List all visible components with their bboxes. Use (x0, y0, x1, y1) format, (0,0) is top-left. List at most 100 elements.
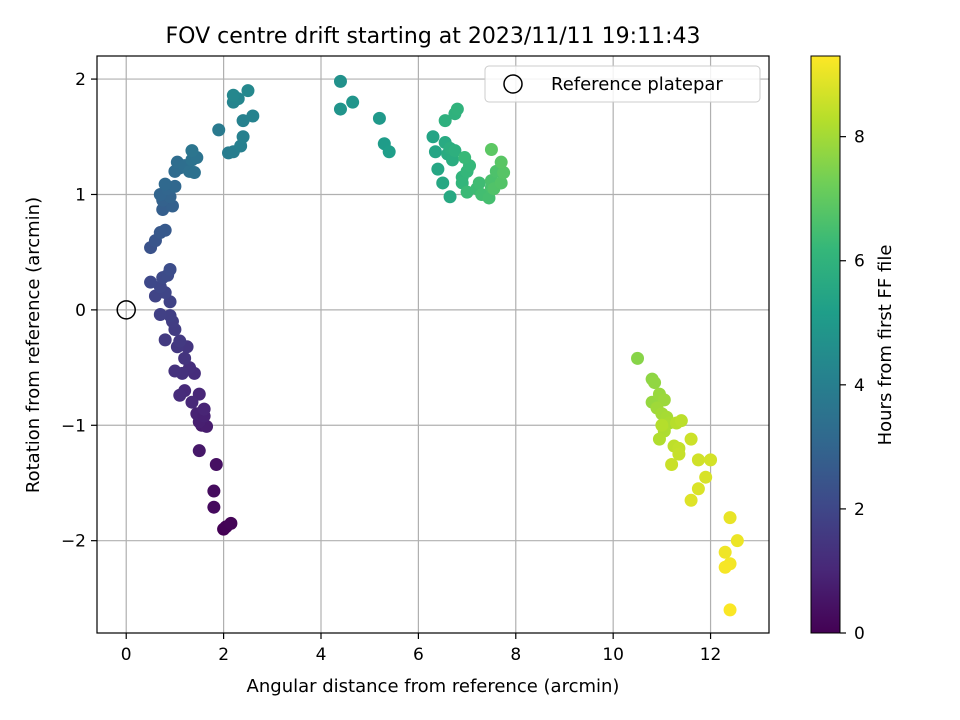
data-points (144, 74, 744, 617)
y-tick-label: −1 (61, 416, 86, 436)
data-point (333, 102, 347, 116)
data-point (192, 444, 206, 458)
legend-reference-marker (503, 74, 523, 94)
data-point (207, 500, 221, 514)
data-point (428, 145, 442, 159)
data-point (187, 166, 201, 180)
data-point (158, 223, 172, 237)
data-point (665, 458, 679, 472)
data-point (153, 307, 167, 321)
data-point (691, 453, 705, 467)
chart-title: FOV centre drift starting at 2023/11/11 … (166, 24, 701, 49)
x-tick-label: 12 (700, 645, 722, 665)
data-point (431, 162, 445, 176)
data-point (144, 275, 158, 289)
data-point (212, 123, 226, 137)
data-point (674, 414, 688, 428)
data-point (652, 432, 666, 446)
data-point (197, 402, 211, 416)
y-tick-label: 1 (75, 185, 86, 205)
colorbar-gradient (810, 55, 841, 634)
y-tick-label: −2 (61, 532, 86, 552)
data-point (436, 176, 450, 190)
colorbar-tick-label: 8 (854, 128, 865, 148)
data-point (426, 130, 440, 144)
data-point (372, 111, 386, 125)
data-point (346, 95, 360, 109)
data-point (448, 144, 462, 158)
data-point (723, 603, 737, 617)
data-point (224, 516, 238, 530)
data-point (185, 144, 199, 158)
data-point (704, 453, 718, 467)
data-point (484, 142, 498, 156)
data-point (655, 418, 669, 432)
data-point (723, 511, 737, 525)
data-point (497, 166, 511, 180)
data-point (207, 484, 221, 498)
y-tick-label: 2 (75, 70, 86, 90)
data-point (158, 177, 172, 191)
data-point (168, 179, 182, 193)
colorbar-tick-label: 4 (854, 376, 865, 396)
data-point (472, 176, 486, 190)
data-point (209, 458, 223, 472)
colorbar-label: Hours from first FF file (875, 245, 896, 446)
y-axis-label: Rotation from reference (arcmin) (23, 197, 44, 493)
x-tick-label: 0 (121, 645, 132, 665)
x-tick-label: 10 (602, 645, 624, 665)
data-point (163, 309, 177, 323)
data-point (699, 470, 713, 484)
y-tick-label: 0 (75, 301, 86, 321)
data-point (648, 376, 662, 390)
legend-box (484, 65, 761, 103)
data-point (443, 190, 457, 204)
x-axis-label: Angular distance from reference (arcmin) (247, 676, 620, 697)
data-point (168, 364, 182, 378)
colorbar-tick-label: 0 (854, 624, 865, 644)
data-point (494, 176, 508, 190)
data-point (246, 109, 260, 123)
data-point (450, 102, 464, 116)
data-point (672, 447, 686, 461)
data-point (494, 155, 508, 169)
data-point (458, 151, 472, 165)
data-point (718, 560, 732, 574)
x-tick-label: 2 (218, 645, 229, 665)
data-point (333, 74, 347, 88)
data-point (241, 84, 255, 98)
data-point (236, 130, 250, 144)
data-point (226, 88, 240, 102)
data-point (631, 351, 645, 365)
x-axis-ticks: 0 2 4 6 8 10 12 (121, 633, 722, 665)
data-point (178, 351, 192, 365)
reference-platepar-marker (116, 300, 136, 320)
data-point (163, 262, 177, 276)
data-point (438, 114, 452, 128)
data-point (158, 333, 172, 347)
data-point (730, 534, 744, 548)
colorbar-tick-label: 2 (854, 500, 865, 520)
data-point (185, 395, 199, 409)
data-point (691, 482, 705, 496)
data-point (173, 334, 187, 348)
x-tick-label: 4 (316, 645, 327, 665)
colorbar: 0 2 4 6 8 Hours from first FF file (810, 55, 896, 644)
colorbar-tick-label: 6 (854, 252, 865, 272)
x-tick-label: 6 (413, 645, 424, 665)
data-point (684, 493, 698, 507)
x-tick-label: 8 (510, 645, 521, 665)
y-axis-ticks: −2 −1 0 1 2 (61, 70, 97, 552)
data-point (173, 388, 187, 402)
data-point (382, 145, 396, 159)
data-point (236, 114, 250, 128)
plot-frame (96, 55, 770, 634)
data-point (718, 545, 732, 559)
legend: Reference platepar (484, 65, 761, 103)
data-point (684, 432, 698, 446)
legend-label: Reference platepar (551, 74, 723, 95)
colorbar-ticks: 0 2 4 6 8 (840, 128, 865, 644)
